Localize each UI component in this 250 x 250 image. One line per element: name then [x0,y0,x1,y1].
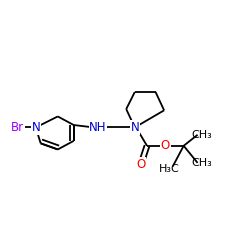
Text: N: N [130,121,139,134]
Text: H₃C: H₃C [159,164,180,174]
Text: O: O [136,158,145,170]
Text: NH: NH [89,121,107,134]
Text: CH₃: CH₃ [192,158,212,168]
Text: N: N [32,121,40,134]
Text: CH₃: CH₃ [192,130,212,140]
Text: O: O [161,139,170,152]
Text: Br: Br [11,121,24,134]
